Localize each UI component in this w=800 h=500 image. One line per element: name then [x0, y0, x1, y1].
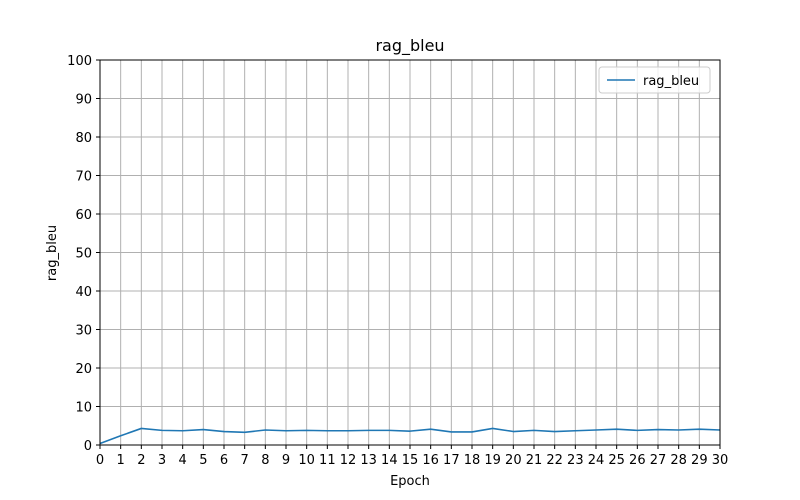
- x-tick-label: 27: [650, 453, 667, 468]
- x-tick-label: 8: [261, 453, 269, 468]
- y-tick-label: 60: [75, 208, 92, 223]
- y-tick-label: 30: [75, 324, 92, 339]
- x-tick-label: 0: [96, 453, 104, 468]
- y-tick-label: 40: [75, 285, 92, 300]
- x-tick-label: 1: [117, 453, 125, 468]
- x-tick-label: 18: [464, 453, 481, 468]
- y-tick-label: 50: [75, 247, 92, 262]
- chart-title: rag_bleu: [375, 36, 444, 56]
- x-tick-label: 5: [199, 453, 207, 468]
- legend-label: rag_bleu: [643, 74, 699, 89]
- x-tick-label: 6: [220, 453, 228, 468]
- y-axis-ticks: 0 10 20 30 40 50 60 70 80 90 100: [67, 54, 100, 454]
- x-tick-label: 26: [629, 453, 646, 468]
- legend: rag_bleu: [598, 66, 711, 94]
- series-layer: [99, 427, 721, 445]
- x-tick-label: 23: [567, 453, 584, 468]
- x-tick-label: 19: [484, 453, 501, 468]
- x-tick-label: 30: [712, 453, 729, 468]
- x-tick-label: 28: [670, 453, 687, 468]
- y-tick-label: 70: [75, 170, 92, 185]
- x-tick-label: 29: [691, 453, 708, 468]
- x-tick-label: 24: [588, 453, 605, 468]
- y-tick-label: 20: [75, 362, 92, 377]
- y-tick-label: 90: [75, 93, 92, 108]
- x-tick-label: 3: [158, 453, 166, 468]
- x-tick-label: 7: [241, 453, 249, 468]
- x-tick-label: 11: [319, 453, 336, 468]
- x-tick-label: 14: [381, 453, 398, 468]
- x-tick-label: 22: [546, 453, 563, 468]
- y-tick-label: 0: [84, 439, 92, 454]
- x-tick-label: 9: [282, 453, 290, 468]
- y-axis-label: rag_bleu: [45, 225, 60, 281]
- x-axis-label: Epoch: [390, 474, 430, 489]
- x-tick-label: 20: [505, 453, 522, 468]
- series-line-rag_bleu: [99, 427, 721, 445]
- y-tick-label: 80: [75, 131, 92, 146]
- y-tick-label: 100: [67, 54, 92, 69]
- x-tick-label: 4: [179, 453, 187, 468]
- x-tick-label: 15: [402, 453, 419, 468]
- x-tick-label: 2: [137, 453, 145, 468]
- x-tick-label: 17: [443, 453, 460, 468]
- x-tick-label: 25: [608, 453, 625, 468]
- x-tick-label: 10: [298, 453, 315, 468]
- x-tick-label: 13: [360, 453, 377, 468]
- x-tick-label: 16: [422, 453, 439, 468]
- y-tick-label: 10: [75, 401, 92, 416]
- x-tick-label: 12: [340, 453, 357, 468]
- legend-box: [598, 66, 711, 94]
- x-tick-label: 21: [526, 453, 543, 468]
- x-axis-ticks: 0 1 2 3 4 5 6 7 8 9 10 11 12 13 14 15 16 17 18 19 20 21 22 23 24…: [96, 445, 728, 468]
